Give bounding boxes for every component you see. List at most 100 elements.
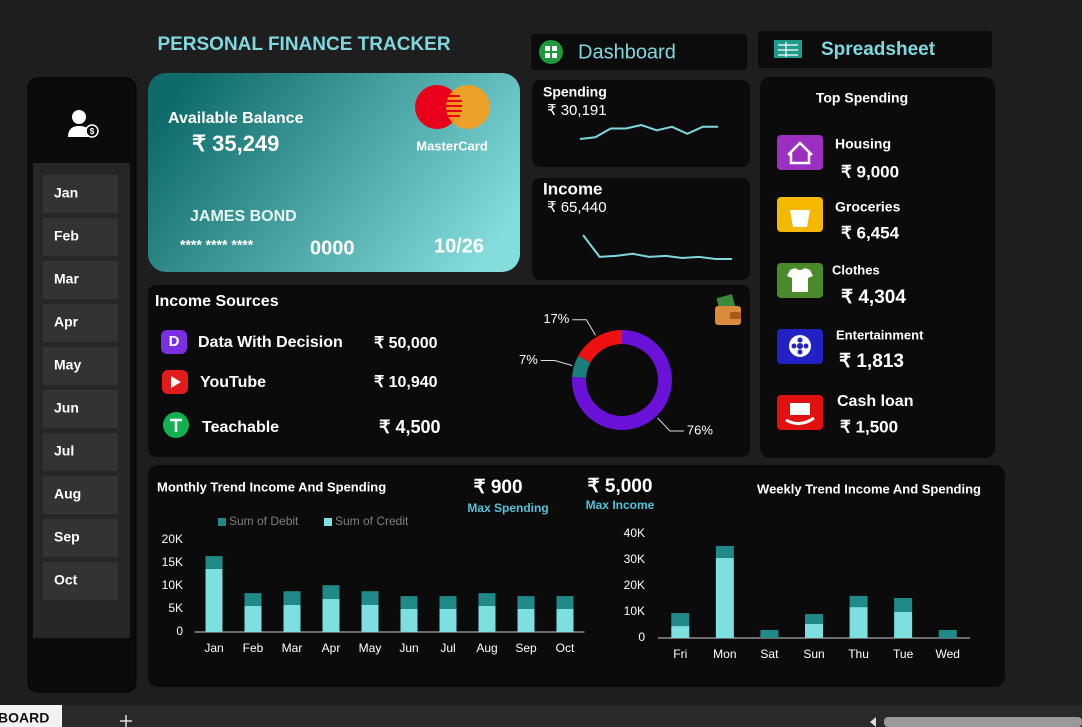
month-button-bg [43,218,118,256]
sheet-tab-label[interactable]: BOARD [0,710,49,726]
bar-segment [400,596,418,609]
y-tick-label: 0 [638,630,645,644]
leader-line [572,319,596,336]
category-amount: ₹ 9,000 [841,162,899,181]
card-number: **** **** **** [180,237,254,253]
bar-segment [361,591,379,605]
month-label[interactable]: Mar [54,271,79,287]
bar-segment [439,596,457,609]
sheet-tab[interactable] [0,705,62,727]
add-sheet[interactable] [120,715,132,727]
month-label[interactable]: Oct [54,572,78,588]
month-label[interactable]: Jan [54,185,78,201]
month-label[interactable]: Jun [54,400,79,416]
month-button[interactable]: Mar [43,261,118,299]
month-button-bg [43,433,118,471]
nav-label[interactable]: Spreadsheet [821,39,936,60]
page-title: PERSONAL FINANCE TRACKER [157,34,450,55]
spending-panel [532,80,750,167]
category-name: Entertainment [836,327,924,342]
panel-title: Spending [543,84,607,100]
month-label[interactable]: Feb [54,228,79,244]
y-tick-label: 20K [162,532,183,546]
month-button-bg [43,476,118,514]
category-name: Housing [835,136,891,152]
x-tick-label: Sep [515,641,537,655]
category-name: Groceries [835,199,901,215]
category-amount: ₹ 1,813 [839,351,904,372]
x-tick-label: Thu [848,647,869,661]
bar-segment [400,609,418,632]
category-amount: ₹ 6,454 [841,223,900,242]
data-label: 7% [519,352,538,367]
bar-segment [283,604,301,632]
month-button[interactable]: Jan [43,175,118,213]
month-button[interactable]: Apr [43,304,118,342]
leader-line [657,417,684,432]
month-button[interactable]: Jul [43,433,118,471]
source-amount: ₹ 50,000 [374,335,438,352]
month-button[interactable]: Oct [43,562,118,600]
legend-swatch [218,518,226,526]
balance-value: ₹ 35,249 [192,131,279,156]
month-label[interactable]: Sep [54,529,80,545]
sparkline [579,123,718,140]
month-label[interactable]: Apr [54,314,79,330]
spreadsheet-button[interactable]: Spreadsheet [758,31,992,68]
month-button[interactable]: Aug [43,476,118,514]
y-tick-label: 30K [624,552,645,566]
donut-slice [572,355,591,378]
dashboard-button[interactable]: Dashboard [531,34,747,70]
bar-segment [478,606,496,632]
category-name: Cash loan [837,393,913,410]
y-tick-label: 5K [168,601,183,615]
bar-segment [894,597,913,612]
x-tick-label: Oct [556,641,575,655]
x-tick-label: Jul [440,641,455,655]
card-holder: JAMES BOND [190,208,297,225]
panel-title: Top Spending [816,90,908,106]
x-tick-label: Wed [935,647,959,661]
bar-segment [715,545,734,558]
bar-segment [805,623,823,638]
bar-segment [244,606,262,632]
source-amount: ₹ 4,500 [379,417,441,437]
month-button-bg [43,304,118,342]
donut-slice [578,330,622,363]
card-number: 0000 [310,237,355,259]
nav-label[interactable]: Dashboard [578,41,676,63]
month-label[interactable]: Aug [54,486,81,502]
month-label[interactable]: May [54,357,81,373]
x-tick-label: Aug [476,641,497,655]
x-tick-label: Feb [243,641,264,655]
bar-segment [760,629,779,638]
bar-segment [517,596,535,609]
bar-segment [361,604,379,632]
month-button[interactable]: Feb [43,218,118,256]
month-button[interactable]: Sep [43,519,118,557]
month-button[interactable]: May [43,347,118,385]
card-expiry: 10/26 [434,235,484,257]
kpi-value: ₹ 900 [473,477,522,498]
source-name: Teachable [202,419,279,436]
kpi-label: Max Income [586,498,655,512]
chart-title: Monthly Trend Income And Spending [157,479,386,494]
month-button[interactable]: Jun [43,390,118,428]
month-button-bg [43,390,118,428]
card-brand: MasterCard [416,138,488,153]
trends-panel [148,465,1005,687]
x-tick-label: Sat [760,647,779,661]
bar-segment [671,613,690,627]
sparkline [582,234,732,260]
y-tick-label: 0 [176,624,183,638]
panel-title: Income Sources [155,293,279,310]
bar-segment [894,612,913,638]
bar-segment [244,593,262,607]
month-label[interactable]: Jul [54,443,74,459]
kpi-value: ₹ 5,000 [588,476,653,497]
x-tick-label: Tue [893,647,914,661]
scrollbar[interactable] [884,717,1082,727]
scroll-arrow[interactable] [870,717,876,727]
source-icon [161,330,187,354]
month-button-bg [43,519,118,557]
